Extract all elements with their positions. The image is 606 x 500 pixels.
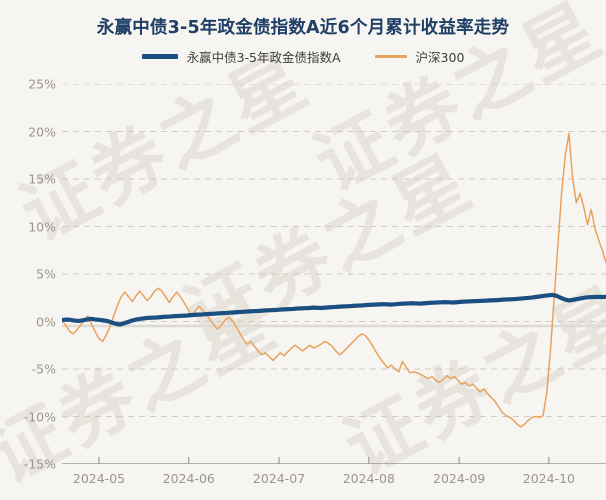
chart-legend: 永赢中债3-5年政金债指数A 沪深300 <box>0 47 606 66</box>
x-axis-tick-label: 2024-08 <box>342 471 395 486</box>
x-axis-tick-label: 2024-06 <box>162 471 215 486</box>
x-axis-labels: 2024-05 2024-06 2024-07 2024-08 2024-09 2024-… <box>0 471 606 495</box>
x-axis-tick-label: 2024-09 <box>432 471 486 486</box>
legend-swatch-icon <box>374 55 407 58</box>
y-axis-tick-label: 10% <box>28 219 56 234</box>
y-axis-tick-label: 0% <box>36 314 56 329</box>
x-axis-tick-label: 2024-10 <box>522 471 575 486</box>
y-axis-tick-label: 5% <box>36 266 56 282</box>
series-line-fund <box>62 292 606 327</box>
legend-label-fund: 永赢中债3-5年政金债指数A <box>186 50 341 65</box>
y-axis-tick-label: 15% <box>28 171 56 187</box>
legend-swatch-icon <box>141 54 178 59</box>
y-axis-tick-label: 20% <box>28 124 56 139</box>
legend-item-fund[interactable]: 永赢中债3-5年政金债指数A <box>141 47 341 66</box>
x-axis-tick-label: 2024-05 <box>72 471 126 486</box>
legend-item-benchmark[interactable]: 沪深300 <box>374 47 465 66</box>
x-axis-tick-label: 2024-07 <box>252 471 306 486</box>
series-line-benchmark <box>62 132 606 428</box>
legend-label-benchmark: 沪深300 <box>415 50 465 65</box>
plot-svg <box>62 84 606 464</box>
plot-area <box>62 84 606 464</box>
y-axis-tick-label: -10% <box>23 409 56 424</box>
y-axis-labels: 25% 20% 15% 10% 5% 0% -5% -10% -15% <box>0 0 56 500</box>
chart-title: 永赢中债3-5年政金债指数A近6个月累计收益率走势 <box>96 18 510 38</box>
y-axis-tick-label: -15% <box>23 456 56 472</box>
y-axis-tick-label: -5% <box>31 361 56 377</box>
y-axis-tick-label: 25% <box>28 76 56 92</box>
